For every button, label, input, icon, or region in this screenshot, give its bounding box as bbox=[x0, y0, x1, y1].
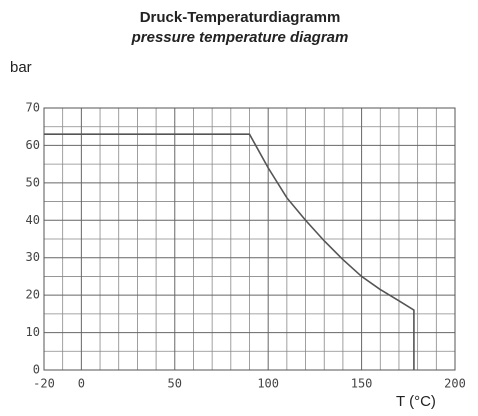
x-tick-label: 100 bbox=[257, 377, 279, 391]
y-tick-label: 0 bbox=[33, 363, 40, 377]
x-axis-label: T (°C) bbox=[396, 393, 436, 410]
x-tick-label: -20 bbox=[33, 377, 55, 391]
y-tick-label: 70 bbox=[26, 101, 40, 115]
chart-title: Druck-Temperaturdiagramm bbox=[140, 9, 341, 26]
y-tick-label: 10 bbox=[26, 325, 40, 339]
chart-subtitle: pressure temperature diagram bbox=[131, 29, 349, 46]
line bbox=[44, 133, 415, 370]
y-tick-label: 30 bbox=[26, 250, 40, 264]
y-tick-label: 40 bbox=[26, 213, 40, 227]
x-tick-label: 200 bbox=[444, 377, 466, 391]
y-tick-label: 20 bbox=[26, 288, 40, 302]
x-tick-label: 0 bbox=[78, 377, 85, 391]
y-tick-label: 60 bbox=[26, 138, 40, 152]
x-tick-label: 50 bbox=[168, 377, 182, 391]
x-tick-label: 150 bbox=[351, 377, 373, 391]
y-tick-label: 50 bbox=[26, 175, 40, 189]
y-axis-label: bar bbox=[10, 59, 32, 76]
plot-frame bbox=[43, 107, 456, 371]
